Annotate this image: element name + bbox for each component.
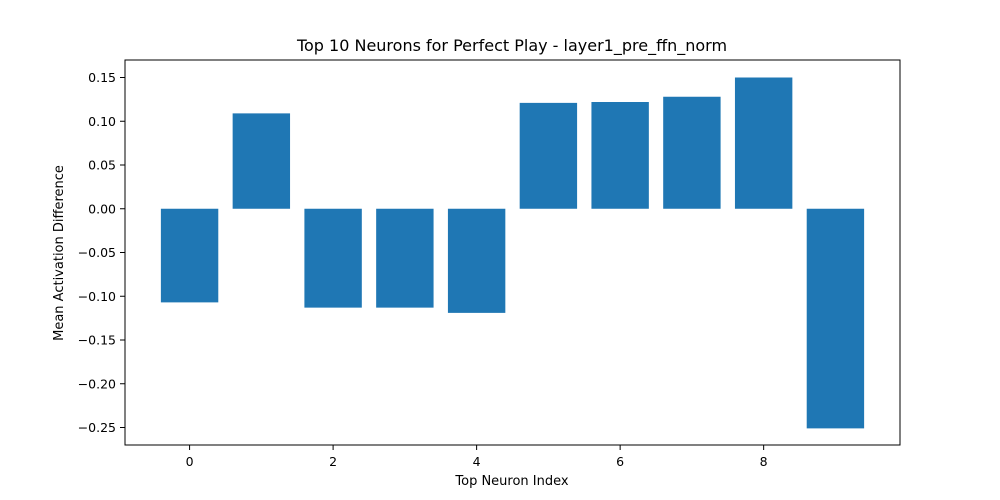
bars-group [160,77,865,429]
y-ticks-group: 0.15 0.10 0.05 0.00 −0.05 −0.10 −0.15 −0.20 −0.2… [78,70,125,435]
y-tick-label: −0.10 [78,289,116,304]
bar-9 [806,208,865,429]
y-tick-label: 0.00 [88,201,116,216]
x-tick-label: 0 [186,454,194,469]
y-tick-label: −0.15 [78,333,116,348]
y-tick-label: 0.10 [88,114,116,129]
bar-8 [734,77,793,209]
x-axis-label: Top Neuron Index [454,474,569,489]
bar-0 [160,208,219,303]
plot-frame [124,59,901,446]
bar-2 [304,208,362,308]
y-tick-label: 0.05 [88,158,116,173]
bar-3 [376,208,434,308]
bar-1 [232,113,291,209]
bar-5 [519,102,578,209]
y-axis-label: Mean Activation Difference [52,165,67,341]
chart-title: Top 10 Neurons for Perfect Play - layer1… [296,36,727,56]
x-tick-label: 6 [616,454,624,469]
y-tick-label: 0.15 [88,70,116,85]
x-tick-label: 2 [329,454,337,469]
x-tick-label: 8 [760,454,768,469]
y-tick-label: −0.20 [78,376,116,391]
x-ticks-group: 0 2 4 6 8 [186,445,768,469]
bar-6 [591,102,649,209]
y-tick-label: −0.25 [78,420,116,435]
bar-4 [447,208,506,313]
x-tick-label: 4 [473,454,481,469]
bar-7 [663,96,721,209]
y-tick-label: −0.05 [78,245,116,260]
